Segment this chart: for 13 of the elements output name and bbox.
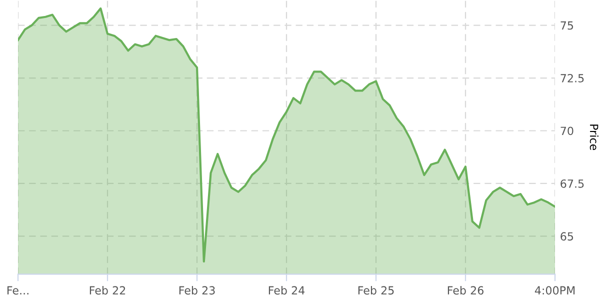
x-tick-label: Feb 22 [90, 286, 126, 295]
x-tick-label: Feb 25 [358, 286, 394, 295]
y-tick-label: 75 [560, 21, 574, 30]
x-tick-label: Feb 24 [268, 286, 305, 295]
x-tick-label: Feb 26 [448, 286, 484, 295]
x-tick-label: Feb 23 [179, 286, 215, 295]
y-tick-label: 67.5 [560, 179, 584, 188]
y-tick-label: 65 [560, 232, 574, 241]
y-tick-label: 72.5 [560, 74, 584, 82]
x-tick-label: 4:00PM [534, 286, 575, 295]
x-tick-label: Fe... [7, 286, 28, 295]
y-axis-title: Price [590, 124, 598, 150]
y-tick-label: 70 [560, 126, 574, 136]
